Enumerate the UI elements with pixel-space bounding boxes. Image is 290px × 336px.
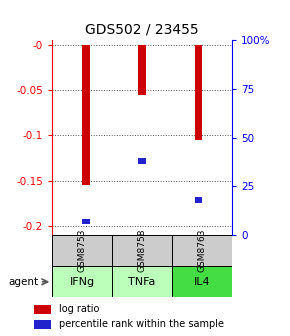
- Text: TNFa: TNFa: [128, 277, 156, 287]
- Text: log ratio: log ratio: [59, 304, 99, 314]
- Bar: [112, 266, 172, 297]
- Text: IL4: IL4: [194, 277, 210, 287]
- Title: GDS502 / 23455: GDS502 / 23455: [85, 23, 199, 36]
- Text: GSM8763: GSM8763: [197, 229, 206, 272]
- Bar: [172, 266, 232, 297]
- Bar: [138, 159, 146, 164]
- Bar: [195, 45, 202, 140]
- Bar: [52, 266, 112, 297]
- Bar: [52, 235, 112, 266]
- Bar: [82, 219, 90, 224]
- Bar: [138, 45, 146, 95]
- Text: IFNg: IFNg: [70, 277, 95, 287]
- Bar: [82, 45, 90, 185]
- Text: percentile rank within the sample: percentile rank within the sample: [59, 319, 224, 329]
- Bar: [34, 305, 51, 314]
- Bar: [34, 320, 51, 329]
- Bar: [172, 235, 232, 266]
- Bar: [112, 235, 172, 266]
- Text: GSM8758: GSM8758: [137, 229, 147, 272]
- Text: GSM8753: GSM8753: [78, 229, 87, 272]
- Text: agent: agent: [8, 277, 38, 287]
- Bar: [195, 198, 202, 203]
